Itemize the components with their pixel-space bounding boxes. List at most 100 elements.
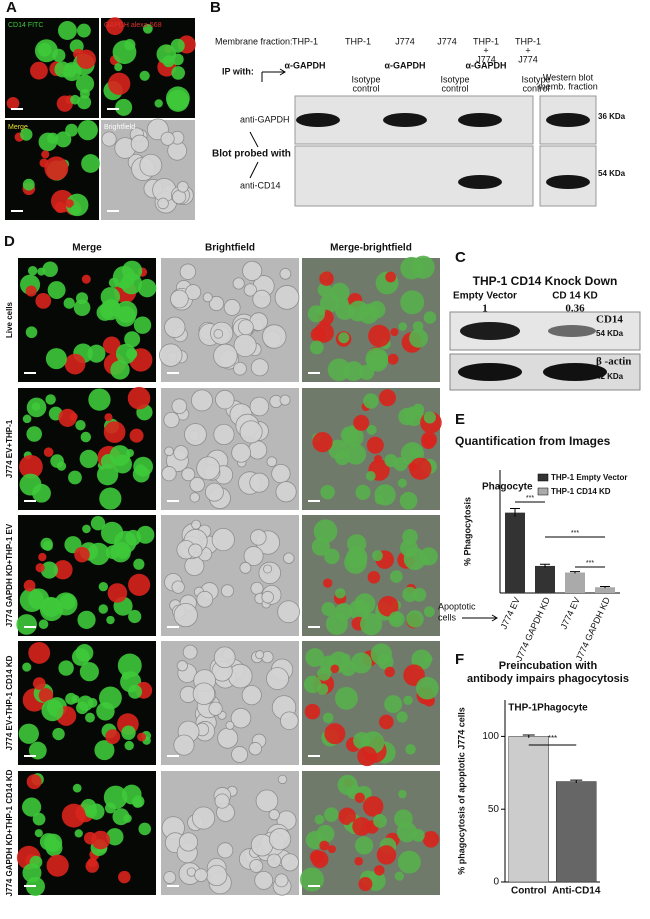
cell bbox=[405, 744, 416, 755]
cell bbox=[79, 662, 99, 682]
cell bbox=[239, 561, 252, 574]
cell bbox=[250, 529, 267, 546]
cell bbox=[271, 463, 291, 484]
cell bbox=[202, 292, 213, 303]
cell bbox=[101, 131, 117, 147]
cell bbox=[317, 283, 332, 297]
cell bbox=[47, 281, 66, 300]
panel-label: E bbox=[455, 411, 465, 428]
cell bbox=[70, 204, 82, 216]
cell bbox=[74, 829, 83, 838]
cell bbox=[100, 453, 116, 469]
cell bbox=[310, 327, 326, 343]
cell bbox=[96, 702, 115, 721]
annotation: Phagocyte bbox=[482, 482, 533, 493]
cell bbox=[423, 606, 435, 618]
lane-label: Empty Vector bbox=[453, 291, 517, 302]
cell bbox=[37, 267, 46, 276]
row-label: J774 GAPDH KD+THP-1 EV bbox=[5, 523, 14, 627]
cell bbox=[309, 340, 324, 355]
cell bbox=[124, 331, 141, 348]
column-header: Merge bbox=[72, 243, 102, 254]
cell bbox=[58, 408, 77, 427]
y-axis-label: % Phagocytosis bbox=[462, 497, 472, 566]
cell bbox=[304, 703, 321, 720]
cell bbox=[110, 360, 130, 380]
x-tick-label: Anti-CD14 bbox=[552, 886, 601, 897]
scale-bar bbox=[308, 885, 320, 887]
cell bbox=[56, 95, 73, 112]
cell bbox=[279, 711, 299, 731]
cell bbox=[204, 482, 224, 502]
band bbox=[546, 175, 590, 189]
cell bbox=[237, 319, 254, 336]
x-tick-label: J774 GAPDH KD bbox=[514, 595, 552, 662]
ip-antibody: α-GAPDH bbox=[465, 60, 506, 70]
cell bbox=[91, 830, 111, 850]
scale-bar bbox=[107, 210, 119, 212]
cell bbox=[316, 683, 329, 695]
cell bbox=[400, 290, 425, 315]
cell bbox=[409, 328, 429, 348]
arrow bbox=[462, 614, 498, 622]
cell bbox=[390, 328, 399, 337]
cell bbox=[18, 723, 39, 744]
cell bbox=[34, 829, 43, 838]
cell bbox=[206, 864, 228, 887]
cell bbox=[164, 446, 174, 457]
cell bbox=[249, 859, 264, 873]
cell bbox=[128, 609, 142, 624]
cell bbox=[54, 592, 78, 616]
cell bbox=[171, 398, 188, 415]
probe-label: anti-GAPDH bbox=[240, 114, 290, 124]
lane-label: THP-1 bbox=[473, 36, 499, 46]
ip-antibody: control bbox=[522, 83, 549, 93]
cell bbox=[171, 66, 185, 80]
cell bbox=[19, 473, 42, 496]
error-bar bbox=[522, 734, 535, 738]
cell bbox=[173, 445, 189, 461]
cell bbox=[31, 402, 41, 411]
cell bbox=[154, 99, 163, 108]
cell bbox=[194, 868, 208, 882]
header: Membrane fraction: bbox=[215, 36, 293, 46]
cell bbox=[346, 534, 367, 554]
cell bbox=[157, 197, 169, 210]
cell bbox=[138, 822, 152, 836]
cell bbox=[108, 72, 131, 95]
cell bbox=[21, 797, 42, 817]
cell bbox=[63, 297, 75, 309]
cell bbox=[163, 871, 177, 884]
cell bbox=[232, 277, 245, 290]
chart-title: antibody impairs phagocytosis bbox=[467, 673, 629, 685]
cell bbox=[231, 746, 249, 763]
cell bbox=[76, 23, 91, 38]
cell bbox=[68, 470, 82, 485]
cell bbox=[70, 94, 80, 105]
cell bbox=[422, 831, 440, 848]
cell bbox=[177, 180, 189, 193]
cell bbox=[25, 285, 37, 297]
row-label: J774 EV+THP-1 CD14 KD bbox=[5, 655, 14, 750]
cell bbox=[275, 481, 297, 503]
legend-label: THP-1 Empty Vector bbox=[551, 473, 627, 482]
cell bbox=[107, 583, 128, 603]
cell bbox=[373, 814, 387, 828]
error-bar bbox=[570, 571, 580, 574]
cell bbox=[325, 612, 348, 635]
chart-subtitle: THP-1Phagocyte bbox=[508, 703, 588, 714]
cell bbox=[106, 615, 115, 625]
cell bbox=[94, 740, 115, 761]
cell bbox=[96, 463, 119, 486]
cell bbox=[25, 326, 38, 339]
cell bbox=[324, 723, 346, 745]
cell bbox=[424, 654, 433, 663]
cell bbox=[396, 711, 408, 723]
cell bbox=[274, 285, 300, 310]
cell bbox=[408, 462, 417, 471]
cell bbox=[132, 795, 145, 808]
cell bbox=[412, 403, 425, 416]
band bbox=[548, 325, 596, 337]
cell bbox=[266, 853, 282, 868]
cell bbox=[103, 421, 126, 443]
